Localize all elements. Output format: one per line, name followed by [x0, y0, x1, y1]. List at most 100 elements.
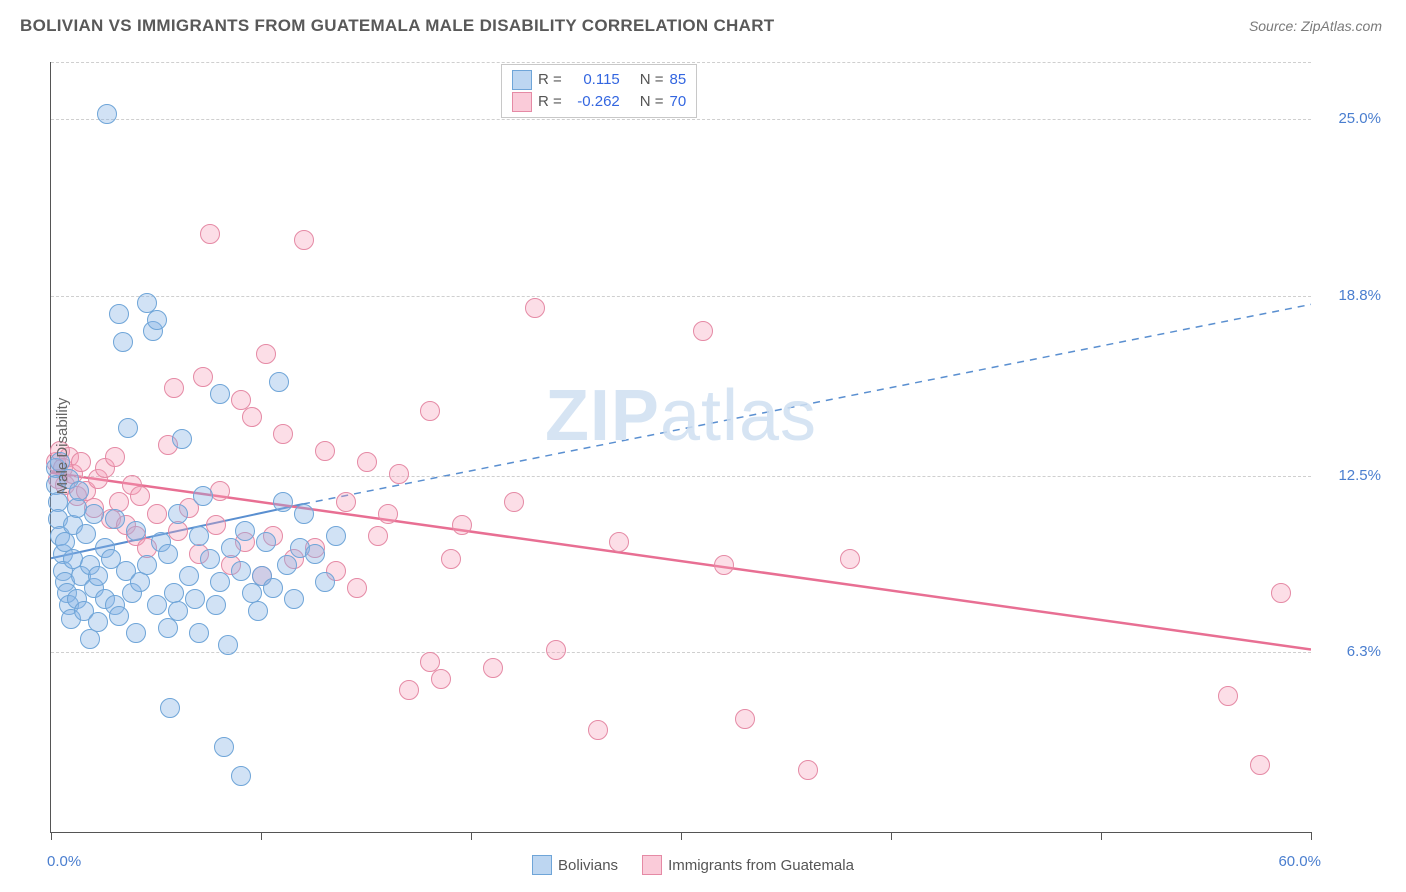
data-point-pink [357, 452, 377, 472]
data-point-blue [158, 618, 178, 638]
data-point-pink [798, 760, 818, 780]
data-point-blue [294, 504, 314, 524]
data-point-blue [193, 486, 213, 506]
data-point-pink [147, 504, 167, 524]
data-point-blue [284, 589, 304, 609]
data-point-pink [452, 515, 472, 535]
data-point-pink [1218, 686, 1238, 706]
data-point-pink [256, 344, 276, 364]
x-tick [261, 832, 262, 840]
data-point-blue [126, 521, 146, 541]
data-point-blue [231, 766, 251, 786]
data-point-blue [97, 104, 117, 124]
n-label: N = [640, 91, 664, 113]
data-point-blue [263, 578, 283, 598]
legend-swatch-blue [512, 70, 532, 90]
data-point-pink [164, 378, 184, 398]
y-tick-label: 18.8% [1321, 287, 1381, 304]
data-point-blue [168, 504, 188, 524]
data-point-blue [109, 304, 129, 324]
series-legend: BoliviansImmigrants from Guatemala [51, 856, 1311, 876]
data-point-pink [1271, 583, 1291, 603]
data-point-pink [389, 464, 409, 484]
y-tick-label: 12.5% [1321, 467, 1381, 484]
data-point-pink [206, 515, 226, 535]
legend-swatch-pink [512, 92, 532, 112]
n-value: 85 [670, 69, 687, 91]
y-axis-label: Male Disability [54, 398, 71, 495]
data-point-blue [206, 595, 226, 615]
gridline [51, 119, 1311, 120]
legend-swatch-pink [642, 855, 662, 875]
data-point-pink [273, 424, 293, 444]
data-point-blue [326, 526, 346, 546]
data-point-pink [193, 367, 213, 387]
data-point-blue [88, 612, 108, 632]
data-point-blue [189, 526, 209, 546]
data-point-blue [185, 589, 205, 609]
y-tick-label: 6.3% [1321, 643, 1381, 660]
x-tick-label: 60.0% [1278, 853, 1321, 870]
data-point-blue [160, 698, 180, 718]
data-point-blue [315, 572, 335, 592]
plot-area: ZIPatlas R =0.115N =85R =-0.262N =70 Bol… [50, 62, 1311, 833]
data-point-blue [218, 635, 238, 655]
data-point-pink [71, 452, 91, 472]
data-point-blue [235, 521, 255, 541]
data-point-pink [105, 447, 125, 467]
data-point-pink [368, 526, 388, 546]
data-point-pink [347, 578, 367, 598]
data-point-pink [420, 401, 440, 421]
data-point-blue [80, 629, 100, 649]
data-point-blue [118, 418, 138, 438]
data-point-pink [130, 486, 150, 506]
data-point-blue [172, 429, 192, 449]
data-point-pink [441, 549, 461, 569]
legend-label-pink: Immigrants from Guatemala [668, 857, 854, 874]
r-label: R = [538, 91, 562, 113]
gridline [51, 652, 1311, 653]
data-point-pink [588, 720, 608, 740]
data-point-pink [200, 224, 220, 244]
data-point-pink [693, 321, 713, 341]
r-label: R = [538, 69, 562, 91]
data-point-blue [269, 372, 289, 392]
data-point-blue [76, 524, 96, 544]
x-tick [51, 832, 52, 840]
gridline [51, 296, 1311, 297]
data-point-blue [305, 544, 325, 564]
data-point-blue [256, 532, 276, 552]
correlation-legend: R =0.115N =85R =-0.262N =70 [501, 64, 697, 118]
data-point-blue [277, 555, 297, 575]
n-value: 70 [670, 91, 687, 113]
data-point-pink [1250, 755, 1270, 775]
data-point-pink [483, 658, 503, 678]
y-tick-label: 25.0% [1321, 110, 1381, 127]
x-tick [891, 832, 892, 840]
data-point-pink [609, 532, 629, 552]
legend-swatch-blue [532, 855, 552, 875]
data-point-pink [840, 549, 860, 569]
data-point-pink [735, 709, 755, 729]
data-point-blue [221, 538, 241, 558]
x-tick [1101, 832, 1102, 840]
r-value: -0.262 [568, 91, 620, 113]
data-point-pink [431, 669, 451, 689]
data-point-blue [109, 606, 129, 626]
data-point-pink [714, 555, 734, 575]
n-label: N = [640, 69, 664, 91]
x-tick [471, 832, 472, 840]
data-point-blue [113, 332, 133, 352]
data-point-pink [294, 230, 314, 250]
data-point-pink [315, 441, 335, 461]
data-point-blue [214, 737, 234, 757]
data-point-blue [179, 566, 199, 586]
x-tick [1311, 832, 1312, 840]
data-point-pink [168, 521, 188, 541]
data-point-pink [242, 407, 262, 427]
data-point-blue [147, 310, 167, 330]
data-point-blue [158, 544, 178, 564]
data-point-blue [189, 623, 209, 643]
data-point-blue [248, 601, 268, 621]
watermark: ZIPatlas [545, 375, 817, 457]
